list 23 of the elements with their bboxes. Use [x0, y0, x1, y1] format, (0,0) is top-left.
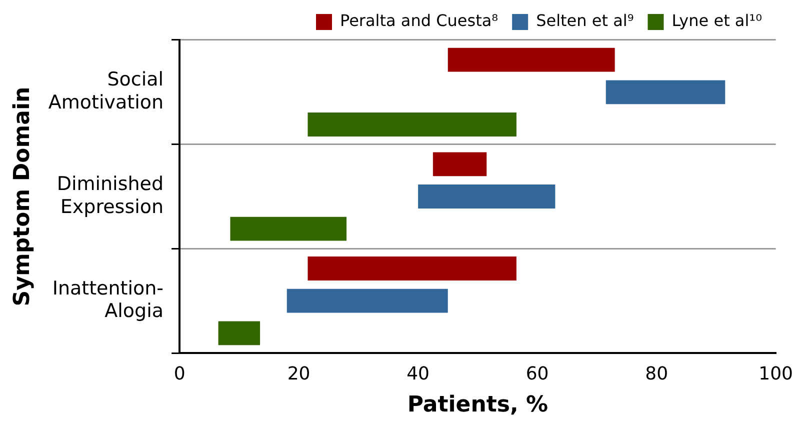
bar — [218, 321, 260, 346]
bar — [308, 256, 516, 280]
bar — [308, 112, 516, 136]
bar — [432, 152, 487, 176]
y-axis-title: Symptom Domain — [10, 86, 35, 306]
legend-label: Peralta and Cuesta⁸ — [340, 11, 498, 30]
y-tick-label: Social Amotivation — [48, 68, 164, 114]
bar — [448, 48, 615, 72]
bar — [606, 80, 726, 104]
x-tick-label: 40 — [406, 363, 430, 384]
bar — [286, 288, 448, 313]
x-tick-label: 60 — [526, 363, 549, 384]
x-tick-label: 100 — [758, 363, 793, 384]
legend-label: Selten et al⁹ — [536, 11, 634, 30]
y-tick-label: Inattention- Alogia — [52, 277, 164, 322]
legend-label: Lyne et al¹⁰ — [672, 11, 762, 30]
y-tick-label: Diminished Expression — [56, 173, 164, 218]
bar — [418, 184, 556, 208]
x-tick-label: 80 — [645, 363, 668, 384]
x-tick-label: 20 — [287, 363, 310, 384]
x-tick-label: 0 — [174, 363, 186, 384]
x-axis-title: Patients, % — [407, 392, 548, 418]
bar — [230, 216, 346, 241]
